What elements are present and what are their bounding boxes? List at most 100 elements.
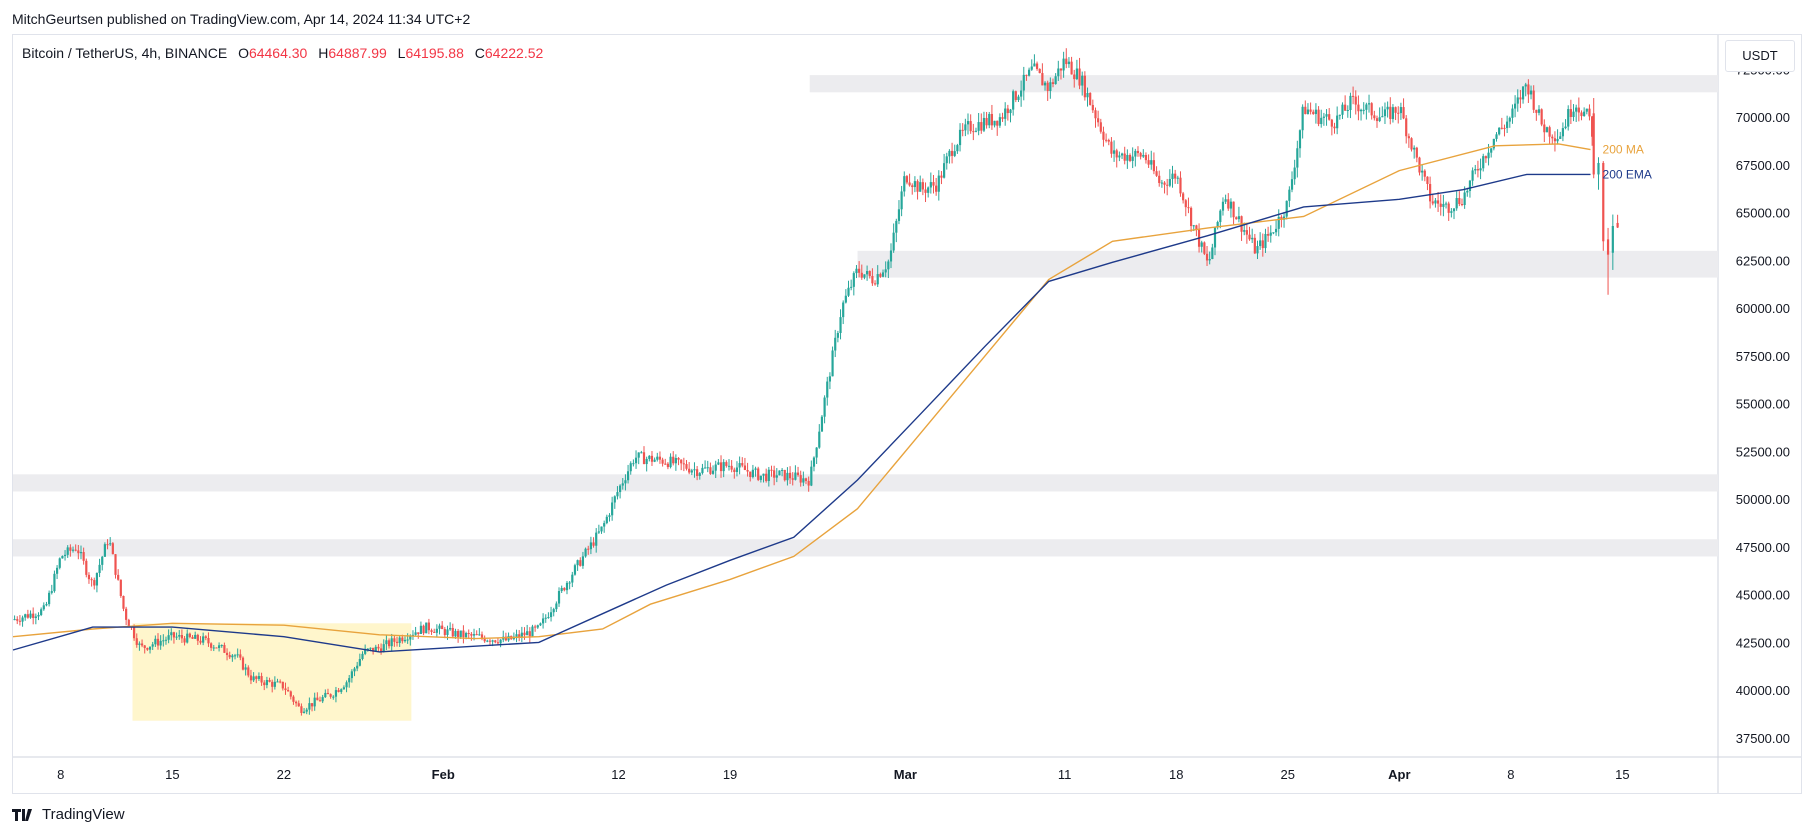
candle-body bbox=[1495, 134, 1498, 139]
candle-body bbox=[1391, 107, 1395, 120]
candle-body bbox=[595, 532, 598, 546]
candle bbox=[385, 635, 388, 651]
candle-body bbox=[632, 463, 635, 465]
candle bbox=[767, 466, 770, 487]
candle-body bbox=[1309, 109, 1312, 112]
candle bbox=[310, 703, 314, 712]
candle-body bbox=[868, 271, 871, 277]
candle bbox=[1075, 59, 1078, 81]
candle bbox=[215, 647, 218, 649]
candle bbox=[823, 395, 826, 424]
candle bbox=[135, 633, 138, 648]
candle-body bbox=[544, 617, 547, 619]
candle-body bbox=[1516, 97, 1519, 104]
candle-body bbox=[1487, 152, 1490, 159]
candle-body bbox=[634, 457, 638, 464]
candle bbox=[1293, 159, 1296, 185]
candle-body bbox=[648, 455, 651, 459]
candle-body bbox=[1298, 130, 1302, 149]
x-tick-label: 12 bbox=[611, 767, 625, 782]
candle-body bbox=[1274, 228, 1278, 233]
candle bbox=[1089, 92, 1092, 106]
candle bbox=[1139, 151, 1142, 160]
candle-body bbox=[579, 560, 582, 566]
candle-body bbox=[1611, 226, 1614, 253]
candle bbox=[302, 708, 306, 714]
candle-body bbox=[1375, 118, 1379, 122]
candle bbox=[887, 259, 890, 279]
chart-frame bbox=[12, 34, 1802, 794]
candle-body bbox=[956, 145, 959, 152]
candle-body bbox=[905, 176, 909, 183]
candle-body bbox=[148, 646, 152, 650]
candle-body bbox=[624, 480, 627, 484]
candle bbox=[127, 618, 130, 627]
footer-brand[interactable]: TradingView bbox=[12, 806, 125, 823]
candle-body bbox=[279, 681, 282, 683]
candle-body bbox=[1394, 107, 1397, 113]
candle bbox=[520, 626, 523, 643]
candle-body bbox=[1508, 117, 1511, 122]
candle-body bbox=[788, 472, 792, 479]
candle-body bbox=[300, 706, 303, 713]
candle bbox=[1213, 227, 1217, 256]
candle bbox=[865, 265, 869, 281]
candle bbox=[117, 569, 120, 581]
candle bbox=[799, 470, 802, 487]
candle bbox=[273, 676, 276, 690]
candle-body bbox=[1479, 168, 1482, 171]
candle bbox=[1200, 240, 1203, 253]
candle-body bbox=[674, 458, 677, 464]
candle-body bbox=[958, 129, 962, 146]
candle-body bbox=[1059, 68, 1063, 71]
candle-body bbox=[138, 643, 141, 645]
candle-body bbox=[326, 692, 330, 695]
candle-body bbox=[706, 467, 709, 469]
candle bbox=[55, 565, 59, 580]
candle bbox=[1035, 61, 1039, 71]
candle-body bbox=[170, 632, 173, 636]
candle-body bbox=[1602, 162, 1605, 242]
candle-body bbox=[1269, 232, 1272, 236]
candle-body bbox=[759, 475, 762, 480]
candle-body bbox=[1290, 179, 1294, 190]
candle-body bbox=[1296, 148, 1299, 168]
candle bbox=[541, 613, 545, 629]
candle-body bbox=[672, 456, 675, 464]
candle bbox=[403, 636, 407, 643]
candle bbox=[1415, 146, 1418, 163]
candle-body bbox=[223, 645, 226, 653]
candle-body bbox=[159, 640, 162, 646]
candle-body bbox=[1351, 95, 1355, 97]
candle bbox=[217, 642, 221, 652]
candle bbox=[648, 455, 651, 462]
candle bbox=[1099, 118, 1102, 134]
candle-body bbox=[1054, 76, 1057, 85]
candle-body bbox=[528, 631, 531, 637]
candle bbox=[1123, 146, 1126, 165]
candle bbox=[693, 462, 696, 478]
candle bbox=[929, 172, 932, 194]
candle-body bbox=[1004, 108, 1007, 119]
candle bbox=[847, 280, 850, 297]
candle bbox=[1556, 129, 1559, 145]
candle-body bbox=[37, 614, 40, 617]
currency-unit-button[interactable]: USDT bbox=[1725, 40, 1795, 72]
candle bbox=[37, 612, 40, 621]
candle bbox=[79, 545, 83, 560]
candle bbox=[77, 544, 80, 560]
candle bbox=[1349, 92, 1352, 119]
candle bbox=[560, 585, 563, 593]
candle bbox=[470, 632, 473, 641]
candle bbox=[1147, 154, 1150, 168]
candle-body bbox=[1561, 128, 1565, 137]
candle bbox=[1458, 191, 1461, 207]
candle-body bbox=[1484, 156, 1487, 159]
candle bbox=[818, 424, 821, 449]
candle-body bbox=[980, 122, 983, 131]
candle bbox=[1616, 214, 1619, 228]
candle-body bbox=[783, 469, 786, 481]
candle bbox=[757, 466, 760, 482]
candle bbox=[948, 149, 951, 164]
